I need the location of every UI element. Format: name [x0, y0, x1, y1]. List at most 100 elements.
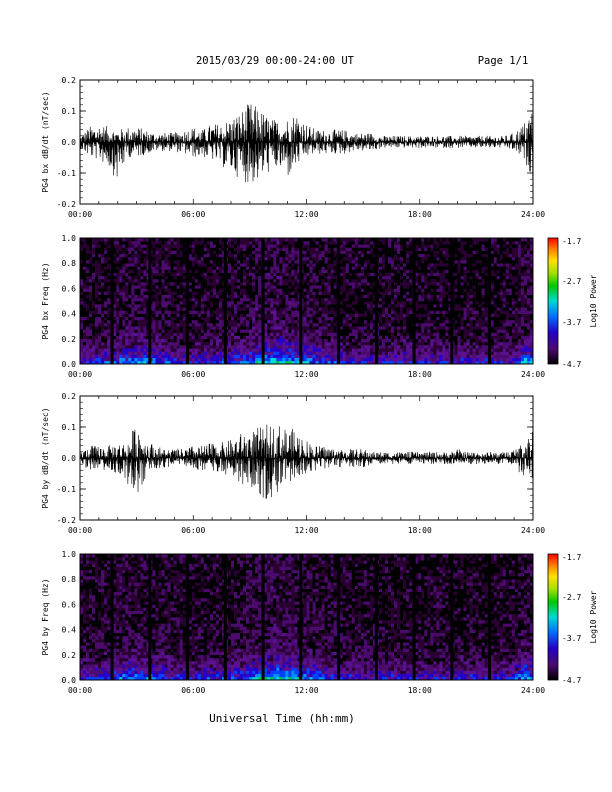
heatmap-cell: [333, 310, 337, 314]
heatmap-cell: [95, 241, 99, 245]
heatmap-cell: [83, 288, 87, 292]
heatmap-cell: [339, 326, 344, 330]
heatmap-cell: [369, 260, 374, 264]
heatmap-cell: [191, 282, 196, 286]
heatmap-cell: [152, 332, 156, 336]
heatmap-cell: [415, 319, 419, 324]
heatmap-cell: [170, 272, 174, 277]
heatmap-cell: [427, 269, 431, 273]
heatmap-cell: [297, 253, 301, 258]
heatmap-cell: [276, 335, 280, 340]
heatmap-cell: [430, 275, 434, 280]
heatmap-cell: [95, 269, 99, 273]
heatmap-cell: [391, 285, 395, 289]
heatmap-cell: [430, 357, 434, 362]
heatmap-cell: [137, 310, 141, 314]
heatmap-cell: [89, 351, 93, 355]
heatmap-cell: [391, 238, 395, 242]
heatmap-cell: [188, 319, 193, 324]
heatmap-cell: [179, 291, 183, 295]
heatmap-cell: [315, 297, 319, 302]
heatmap-cell: [155, 288, 159, 292]
heatmap-cell: [113, 354, 117, 358]
heatmap-cell: [288, 247, 292, 251]
heatmap-cell: [167, 319, 171, 324]
heatmap-cell: [357, 285, 362, 289]
heatmap-cell: [397, 297, 401, 302]
heatmap-cell: [285, 329, 289, 333]
heatmap-cell: [297, 307, 301, 311]
heatmap-cell: [182, 360, 186, 365]
heatmap-cell: [309, 319, 313, 324]
heatmap-cell: [255, 275, 259, 280]
heatmap-cell: [215, 288, 220, 292]
heatmap-cell: [258, 357, 262, 362]
heatmap-cell: [309, 241, 313, 245]
heatmap-cell: [282, 332, 286, 336]
heatmap-cell: [140, 323, 144, 327]
heatmap-cell: [394, 297, 398, 302]
heatmap-cell: [158, 278, 162, 283]
heatmap-cell: [394, 332, 398, 336]
heatmap-cell: [203, 360, 208, 365]
heatmap-cell: [140, 294, 144, 299]
heatmap-cell: [188, 247, 193, 251]
heatmap-cell: [366, 326, 371, 330]
heatmap-cell: [158, 294, 162, 299]
heatmap-cell: [264, 354, 268, 358]
heatmap-cell: [218, 323, 223, 327]
heatmap-cell: [240, 285, 244, 289]
heatmap-cell: [83, 360, 87, 365]
heatmap-cell: [152, 354, 156, 358]
heatmap-cell: [430, 341, 434, 346]
heatmap-cell: [357, 238, 362, 242]
heatmap-cell: [400, 294, 404, 299]
heatmap-cell: [104, 326, 108, 330]
heatmap-cell: [107, 351, 111, 355]
heatmap-cell: [200, 301, 205, 305]
heatmap-cell: [385, 332, 389, 336]
heatmap-cell: [394, 348, 398, 352]
heatmap-cell: [385, 351, 389, 355]
heatmap-cell: [357, 345, 362, 349]
heatmap-cell: [231, 285, 235, 289]
heatmap-cell: [363, 241, 368, 245]
heatmap-cell: [206, 326, 211, 330]
heatmap-cell: [215, 269, 220, 273]
heatmap-cell: [436, 335, 440, 340]
heatmap-cell: [170, 326, 174, 330]
heatmap-cell: [297, 241, 301, 245]
heatmap-cell: [360, 304, 365, 308]
heatmap-cell: [101, 319, 105, 324]
heatmap-cell: [297, 260, 301, 264]
heatmap-cell: [339, 253, 344, 258]
heatmap-cell: [119, 278, 123, 283]
heatmap-cell: [372, 263, 377, 267]
heatmap-cell: [378, 241, 383, 245]
heatmap-cell: [363, 282, 368, 286]
heatmap-cell: [333, 285, 337, 289]
heatmap-cell: [182, 272, 186, 277]
heatmap-cell: [221, 297, 226, 302]
heatmap-cell: [86, 310, 90, 314]
heatmap-cell: [218, 297, 223, 302]
heatmap-cell: [122, 285, 126, 289]
heatmap-cell: [270, 354, 274, 358]
heatmap-cell: [270, 360, 274, 365]
heatmap-cell: [366, 313, 371, 318]
heatmap-cell: [342, 253, 347, 258]
heatmap-cell: [406, 354, 410, 358]
heatmap-cell: [400, 335, 404, 340]
heatmap-cell: [348, 272, 353, 277]
heatmap-cell: [315, 260, 319, 264]
heatmap-cell: [294, 360, 298, 365]
heatmap-cell: [119, 269, 123, 273]
heatmap-cell: [255, 291, 259, 295]
heatmap-cell: [363, 247, 368, 251]
heatmap-cell: [397, 269, 401, 273]
heatmap-cell: [161, 272, 165, 277]
heatmap-cell: [209, 266, 214, 270]
heatmap-cell: [237, 282, 241, 286]
heatmap-cell: [152, 310, 156, 314]
heatmap-cell: [388, 304, 392, 308]
